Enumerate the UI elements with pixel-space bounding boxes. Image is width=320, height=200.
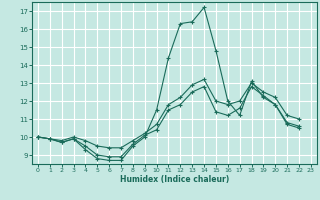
X-axis label: Humidex (Indice chaleur): Humidex (Indice chaleur) xyxy=(120,175,229,184)
